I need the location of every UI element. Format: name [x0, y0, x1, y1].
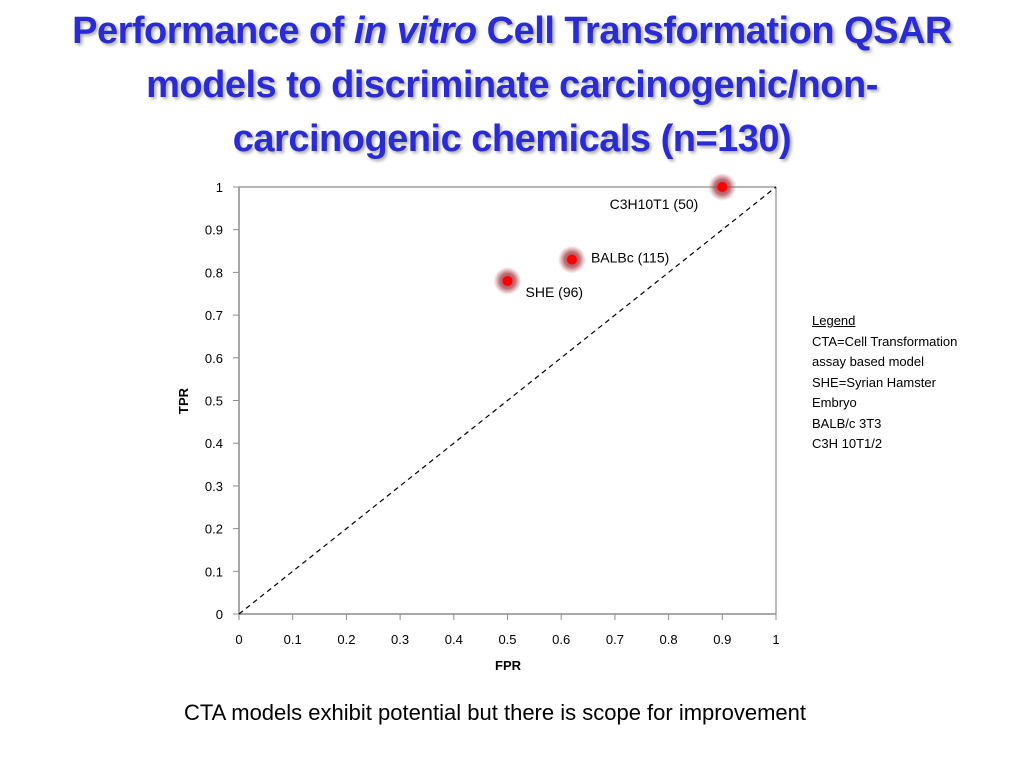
- y-tick-label: 0.9: [205, 223, 223, 238]
- x-tick-label: 0.4: [445, 632, 463, 647]
- data-point: [717, 182, 728, 192]
- legend-title: Legend: [812, 313, 856, 328]
- data-point: [502, 275, 513, 286]
- axes: 0 0.1 0.2 0.3 0.4 0.5 0.6 0.7 0.8 0.9 1 0 0.1 0.2 0.3 0…: [205, 180, 780, 647]
- legend-line: Embryo: [812, 395, 857, 410]
- x-tick-label: 0.1: [284, 632, 302, 647]
- legend-line: BALB/c 3T3: [812, 415, 882, 431]
- x-axis-label: FPR: [495, 658, 522, 673]
- title-line-1: Performance of in vitro Cell Transformat…: [0, 4, 1024, 58]
- reference-diagonal-line: [238, 186, 777, 615]
- slide-caption: CTA models exhibit potential but there i…: [183, 700, 806, 725]
- x-tick-label: 0.6: [552, 632, 570, 647]
- x-tick-label: 0.7: [606, 632, 624, 647]
- data-point: [566, 254, 577, 265]
- data-point-label: BALBc (115): [591, 250, 669, 266]
- x-tick-label: 1: [772, 632, 779, 647]
- title-italic-text: in vitro: [353, 10, 477, 52]
- x-tick-label: 0.2: [337, 632, 355, 647]
- x-tick-label: 0.5: [498, 632, 516, 647]
- y-tick-label: 1: [216, 180, 223, 195]
- points-group: SHE (96) BALBc (115) C3H10T1 (50): [493, 173, 737, 300]
- x-tick-label: 0.9: [713, 632, 731, 647]
- y-tick-label: 0.2: [205, 522, 223, 537]
- title-line-3: carcinogenic chemicals (n=130): [232, 118, 792, 160]
- x-tick-label: 0: [235, 632, 242, 647]
- data-point-label: C3H10T1 (50): [610, 196, 699, 212]
- y-tick-label: 0.4: [205, 436, 223, 451]
- data-point-label: SHE (96): [526, 284, 584, 300]
- title-text: Performance of: [72, 10, 354, 52]
- title-line-2: models to discriminate carcinogenic/non-: [146, 64, 878, 106]
- y-axis-label: TPR: [176, 387, 191, 414]
- y-tick-label: 0.3: [205, 479, 223, 494]
- y-tick-label: 0.1: [205, 564, 223, 579]
- y-tick-label: 0.6: [205, 351, 223, 366]
- legend-line: assay based model: [812, 354, 925, 369]
- legend-line: C3H 10T1/2: [812, 436, 883, 451]
- reference-line-group: [238, 186, 777, 615]
- y-tick-label: 0.7: [205, 308, 223, 323]
- title-text: Cell Transformation QSAR: [476, 10, 953, 52]
- legend-line: CTA=Cell Transformation: [812, 333, 958, 349]
- legend-line: SHE=Syrian Hamster: [812, 374, 936, 390]
- y-tick-label: 0: [216, 607, 223, 622]
- y-tick-label: 0.5: [205, 394, 223, 409]
- legend-box: Legend CTA=Cell Transformation assay bas…: [812, 311, 1012, 455]
- slide-title: Performance of in vitro Cell Transformat…: [0, 4, 1024, 166]
- y-tick-label: 0.8: [205, 265, 223, 280]
- x-tick-label: 0.8: [660, 632, 678, 647]
- x-tick-label: 0.3: [391, 632, 409, 647]
